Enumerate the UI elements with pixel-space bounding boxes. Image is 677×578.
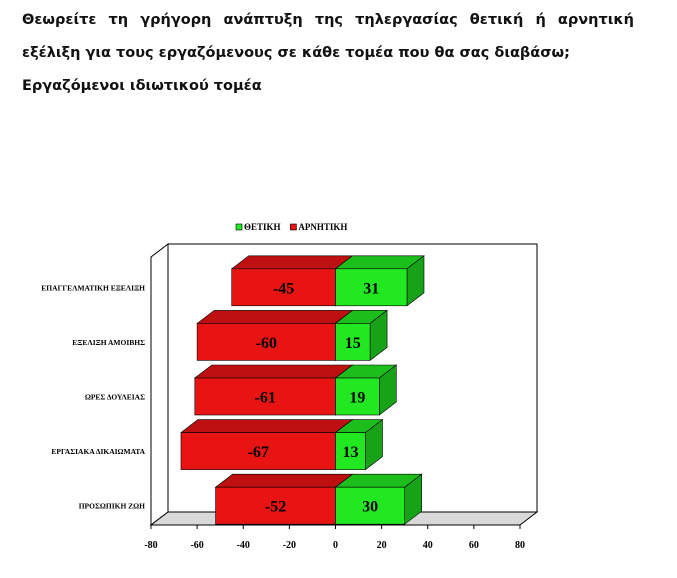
x-tick-label-8: 80 xyxy=(515,540,525,551)
legend-swatch-1 xyxy=(290,223,297,231)
category-label-0: ΕΠΑΓΓΕΛΜΑΤΙΚΗ ΕΞΕΛΙΞΗ xyxy=(41,283,145,292)
positive-value-label-1: 15 xyxy=(345,335,361,352)
negative-bar-top-0 xyxy=(230,255,354,270)
positive-bar-1: 15 xyxy=(334,309,388,362)
negative-bar-2: -61 xyxy=(193,364,354,416)
x-tick-label-5: 20 xyxy=(377,540,387,551)
negative-bar-front-3 xyxy=(180,432,336,470)
positive-bar-2: 19 xyxy=(334,364,398,416)
positive-bar-front-3 xyxy=(335,432,366,470)
x-tick-label-7: 60 xyxy=(469,540,479,551)
x-tick-label-4: 0 xyxy=(333,540,338,551)
category-label-2: ΩΡΕΣ ΔΟΥΛΕΙΑΣ xyxy=(85,393,145,402)
positive-bar-front-2 xyxy=(335,377,380,416)
positive-bar-4: 30 xyxy=(334,473,423,525)
x-tick-label-1: -60 xyxy=(190,540,203,551)
positive-value-label-3: 13 xyxy=(342,444,358,461)
side-wall xyxy=(150,242,169,527)
positive-value-label-0: 31 xyxy=(363,280,379,297)
legend-label-1: ΑΡΝΗΤΙΚΗ xyxy=(298,222,347,232)
negative-bar-top-1 xyxy=(196,310,354,324)
negative-value-label-3: -67 xyxy=(248,444,269,461)
positive-value-label-4: 30 xyxy=(362,499,378,516)
x-tick-label-2: -40 xyxy=(237,540,250,551)
negative-bar-top-2 xyxy=(193,364,354,379)
positive-bar-front-0 xyxy=(335,268,408,307)
positive-value-label-2: 19 xyxy=(349,390,365,407)
negative-value-label-0: -45 xyxy=(273,280,294,297)
negative-bar-3: -67 xyxy=(180,418,354,471)
positive-bar-0: 31 xyxy=(334,255,425,307)
negative-value-label-2: -61 xyxy=(254,390,275,407)
category-label-4: ΠΡΟΣΩΠΙΚΗ ΖΩΗ xyxy=(79,502,145,511)
negative-value-label-1: -60 xyxy=(256,335,277,352)
negative-bar-0: -45 xyxy=(230,255,354,307)
positive-bar-3: 13 xyxy=(334,418,384,471)
x-tick-label-6: 40 xyxy=(423,540,433,551)
negative-bar-4: -52 xyxy=(214,473,354,525)
axes: ΕΠΑΓΓΕΛΜΑΤΙΚΗ ΕΞΕΛΙΞΗ ΕΞΕΛΙΞΗ ΑΜΟΙΒΗΣ ΩΡΕΣ… xyxy=(41,283,525,551)
negative-bar-top-3 xyxy=(180,419,354,433)
negative-value-label-4: -52 xyxy=(265,499,286,516)
negative-bar-1: -60 xyxy=(196,309,354,362)
question-text: Θεωρείτε τη γρήγορη ανάπτυξη της τηλεργα… xyxy=(22,4,634,103)
bars: -45 31 -60 15 -61 19 -67 13 -52 30 xyxy=(180,255,425,525)
x-tick-label-0: -80 xyxy=(144,540,157,551)
question-line-1: Θεωρείτε τη γρήγορη ανάπτυξη της τηλεργα… xyxy=(22,12,634,28)
negative-bar-front-1 xyxy=(196,323,336,361)
positive-bar-front-4 xyxy=(335,486,405,525)
question-line-2: εξέλιξη για τους εργαζόμενους σε κάθε το… xyxy=(22,45,570,61)
category-label-3: ΕΡΓΑΣΙΑΚΑ ΔΙΚΑΙΩΜΑΤΑ xyxy=(51,447,145,456)
legend-label-0: ΘΕΤΙΚΗ xyxy=(244,222,281,232)
legend: ΘΕΤΙΚΗ ΑΡΝΗΤΙΚΗ xyxy=(235,222,347,232)
x-tick-label-3: -20 xyxy=(283,540,296,551)
legend-swatch-0 xyxy=(235,223,243,231)
category-label-1: ΕΞΕΛΙΞΗ ΑΜΟΙΒΗΣ xyxy=(72,338,145,347)
negative-bar-top-4 xyxy=(214,473,354,488)
positive-bar-front-1 xyxy=(335,323,371,361)
negative-bar-front-2 xyxy=(194,377,336,416)
question-line-3: Εργαζόμενοι ιδιωτικού τομέα xyxy=(22,78,262,94)
